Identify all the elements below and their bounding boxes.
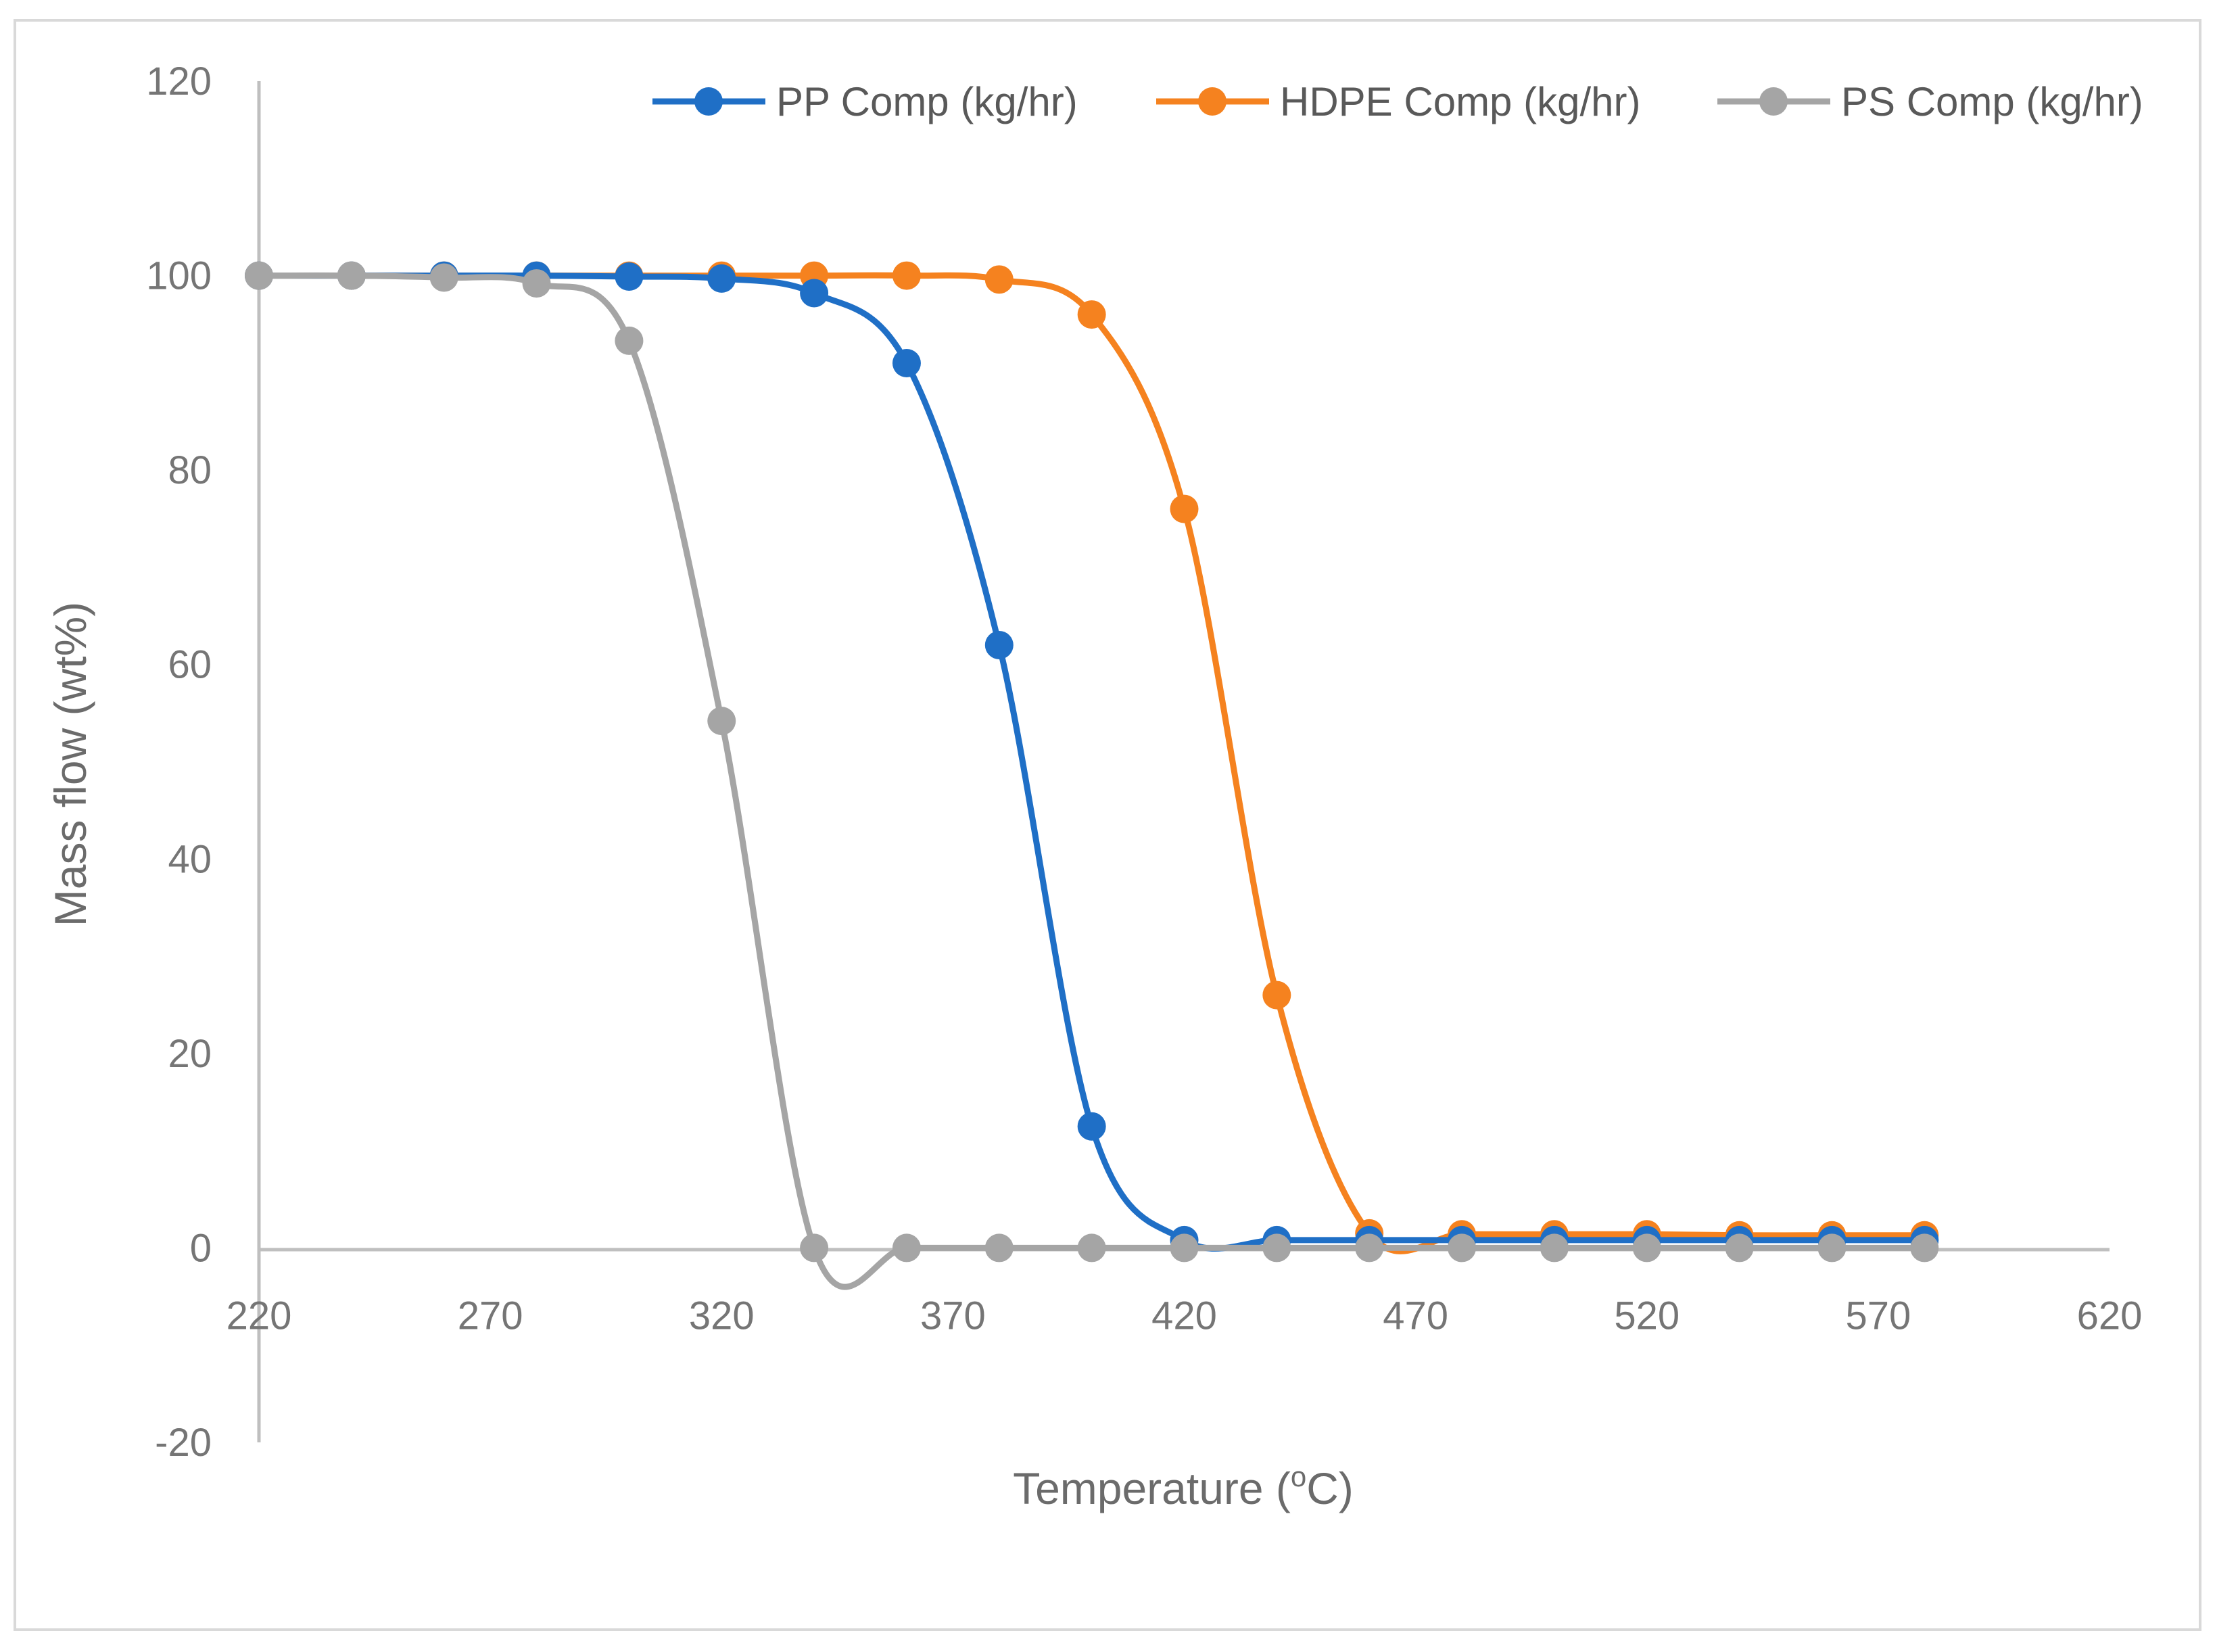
series-ps <box>245 261 1939 1290</box>
data-point-ps <box>1077 1233 1106 1262</box>
y-tick-labels: -20 0 20 40 60 80 100 120 <box>146 60 212 1465</box>
data-point-pp <box>984 630 1014 659</box>
data-point-pp <box>800 279 829 308</box>
x-tick-label: 370 <box>920 1294 986 1338</box>
x-axis-title-main: Temperature ( <box>1013 1463 1291 1513</box>
data-point-ps <box>337 261 366 290</box>
data-point-hdpe <box>892 261 921 290</box>
y-tick-label: 0 <box>190 1226 212 1270</box>
legend-label-ps: PS Comp (kg/hr) <box>1841 79 2143 124</box>
legend-swatch-marker-hdpe <box>1198 87 1226 116</box>
data-point-ps <box>1448 1233 1477 1262</box>
x-axis-title-superscript: o <box>1291 1461 1306 1492</box>
x-tick-label: 420 <box>1151 1294 1217 1338</box>
data-point-ps <box>984 1233 1014 1262</box>
data-point-pp <box>615 262 644 291</box>
data-point-ps <box>1725 1233 1754 1262</box>
legend-label-hdpe: HDPE Comp (kg/hr) <box>1280 79 1640 124</box>
series-line-ps <box>256 272 1928 1290</box>
series-layer <box>245 261 1939 1290</box>
legend: PP Comp (kg/hr) HDPE Comp (kg/hr) PS Com… <box>652 79 2143 124</box>
y-tick-label: 60 <box>168 643 212 687</box>
x-tick-label: 570 <box>1845 1294 1911 1338</box>
data-point-ps <box>800 1233 829 1262</box>
data-point-hdpe <box>1262 981 1291 1010</box>
data-point-ps <box>1540 1233 1569 1262</box>
y-tick-label: 20 <box>168 1032 212 1076</box>
data-point-hdpe <box>1077 300 1106 329</box>
y-tick-label: 120 <box>146 60 212 103</box>
data-point-pp <box>892 348 921 377</box>
x-tick-label: 320 <box>689 1294 755 1338</box>
x-tick-label: 520 <box>1614 1294 1680 1338</box>
data-point-ps <box>429 263 458 292</box>
legend-label-pp: PP Comp (kg/hr) <box>776 79 1078 124</box>
data-point-ps <box>892 1233 921 1262</box>
x-axis-title-suffix: C) <box>1306 1463 1354 1513</box>
y-tick-label: -20 <box>155 1421 212 1465</box>
x-tick-labels: 220 270 320 370 420 470 520 570 620 <box>227 1294 2143 1338</box>
data-point-hdpe <box>984 265 1014 294</box>
data-point-pp <box>1077 1112 1106 1141</box>
legend-item-pp: PP Comp (kg/hr) <box>652 79 1078 124</box>
data-point-ps <box>1262 1233 1291 1262</box>
y-tick-label: 100 <box>146 254 212 298</box>
data-point-ps <box>1355 1233 1384 1262</box>
x-tick-label: 470 <box>1383 1294 1448 1338</box>
x-tick-label: 620 <box>2077 1294 2143 1338</box>
y-tick-label: 40 <box>168 837 212 881</box>
data-point-ps <box>1817 1233 1847 1262</box>
series-line-pp <box>256 272 1928 1252</box>
data-point-ps <box>1632 1233 1661 1262</box>
legend-item-ps: PS Comp (kg/hr) <box>1717 79 2143 124</box>
y-axis-title: Mass flow (wt%) <box>45 602 95 926</box>
data-point-ps <box>615 326 644 355</box>
chart-border <box>14 19 2201 1631</box>
data-point-pp <box>707 264 736 293</box>
x-axis-title: Temperature (oC) <box>1013 1461 1354 1513</box>
data-point-ps <box>245 261 273 290</box>
data-point-ps <box>522 269 551 298</box>
data-point-hdpe <box>1170 494 1199 523</box>
data-point-ps <box>1910 1233 1939 1262</box>
legend-swatch-marker-ps <box>1759 87 1788 116</box>
x-tick-label: 220 <box>227 1294 292 1338</box>
legend-swatch-marker-pp <box>694 87 723 116</box>
y-tick-label: 80 <box>168 448 212 492</box>
x-tick-label: 270 <box>458 1294 523 1338</box>
data-point-ps <box>707 707 736 736</box>
legend-item-hdpe: HDPE Comp (kg/hr) <box>1156 79 1640 124</box>
data-point-ps <box>1170 1233 1199 1262</box>
